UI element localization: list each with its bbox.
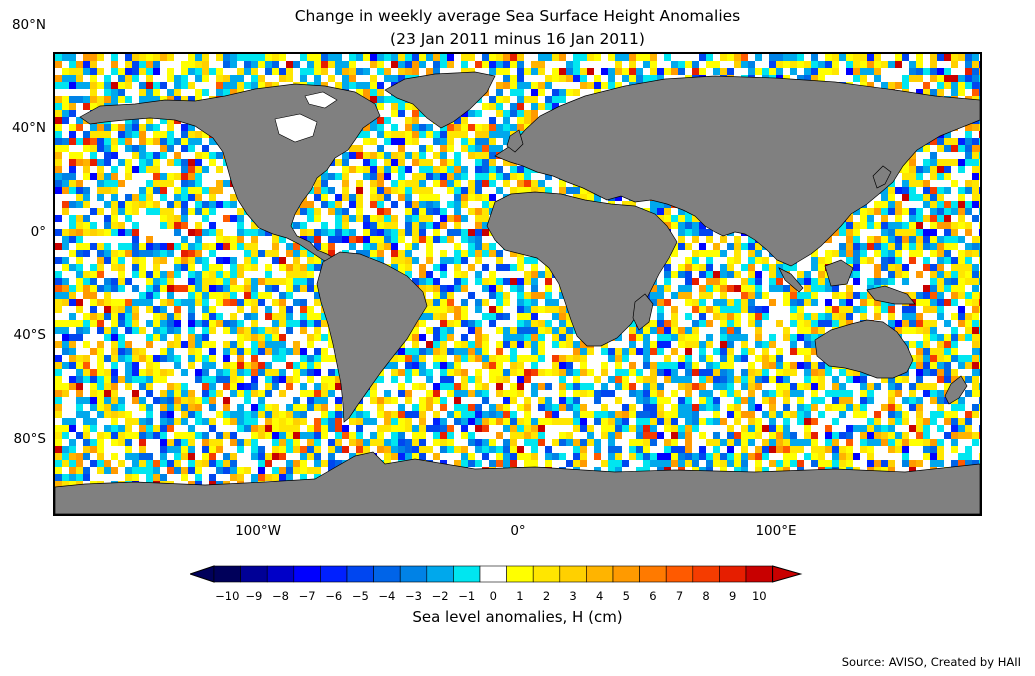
world-map bbox=[55, 54, 980, 514]
lat-label-40n: 40°N bbox=[11, 120, 46, 136]
colorbar-swatch bbox=[240, 565, 268, 583]
greenland bbox=[384, 71, 496, 129]
colorbar-tick-label: 10 bbox=[751, 589, 767, 603]
chart-subtitle: (23 Jan 2011 minus 16 Jan 2011) bbox=[390, 30, 645, 48]
south-america bbox=[316, 251, 428, 423]
colorbar-tick-label: −9 bbox=[245, 589, 263, 603]
lon-label-100e: 100°E bbox=[755, 523, 797, 539]
colorbar-swatch bbox=[692, 565, 720, 583]
colorbar-label: Sea level anomalies, H (cm) bbox=[412, 608, 623, 626]
colorbar-swatch bbox=[559, 565, 587, 583]
colorbar-tick-label: 3 bbox=[569, 589, 577, 603]
source-credit: Source: AVISO, Created by HAII bbox=[841, 655, 1021, 669]
colorbar-tick-label: −7 bbox=[298, 589, 316, 603]
colorbar-tick-label: 6 bbox=[649, 589, 657, 603]
colorbar-swatch bbox=[320, 565, 348, 583]
colorbar-swatch bbox=[453, 565, 481, 583]
british-isles bbox=[506, 129, 524, 153]
lon-label-0: 0° bbox=[510, 523, 526, 539]
colorbar-tick-label: 9 bbox=[729, 589, 737, 603]
colorbar-tick-label: −2 bbox=[431, 589, 449, 603]
colorbar-swatch bbox=[612, 565, 640, 583]
lat-label-40s: 40°S bbox=[13, 327, 47, 343]
lat-label-80s: 80°S bbox=[13, 431, 47, 447]
chart-title: Change in weekly average Sea Surface Hei… bbox=[294, 7, 741, 25]
lon-label-100w: 100°W bbox=[235, 523, 281, 539]
colorbar-swatch bbox=[399, 565, 428, 583]
colorbar-swatch bbox=[426, 565, 454, 583]
colorbar-swatch bbox=[266, 565, 295, 583]
colorbar-swatch bbox=[479, 565, 507, 583]
inland-water bbox=[274, 91, 338, 143]
colorbar-over-arrow bbox=[772, 565, 803, 583]
colorbar-tick-label: 4 bbox=[596, 589, 604, 603]
colorbar-swatch bbox=[293, 565, 321, 583]
map-frame bbox=[53, 52, 982, 516]
colorbar-tick-label: 0 bbox=[489, 589, 497, 603]
colorbar-under-arrow bbox=[190, 565, 215, 583]
colorbar-tick-label: −3 bbox=[405, 589, 422, 603]
new-zealand bbox=[944, 375, 968, 405]
borneo bbox=[824, 259, 854, 287]
colorbar-tick-label: −8 bbox=[272, 589, 289, 603]
lat-label-0: 0° bbox=[30, 224, 46, 240]
arctic-channels bbox=[304, 91, 338, 109]
colorbar-swatch bbox=[586, 565, 614, 583]
colorbar-swatch bbox=[213, 565, 241, 583]
colorbar-swatch bbox=[665, 565, 694, 583]
hudson-bay bbox=[274, 113, 318, 143]
antarctica bbox=[55, 451, 980, 514]
colorbar-tick-label: 1 bbox=[516, 589, 524, 603]
colorbar-swatch bbox=[506, 565, 534, 583]
eurasia bbox=[494, 75, 980, 267]
new-guinea bbox=[866, 285, 916, 305]
colorbar-tick-label: −5 bbox=[351, 589, 369, 603]
sumatra bbox=[778, 267, 804, 293]
colorbar-tick-label: 8 bbox=[702, 589, 710, 603]
colorbar-swatch bbox=[745, 565, 773, 583]
colorbar-swatch bbox=[346, 565, 374, 583]
africa bbox=[486, 191, 678, 347]
madagascar bbox=[632, 293, 654, 331]
colorbar-tick-label: 7 bbox=[675, 589, 684, 603]
colorbar-swatch bbox=[719, 565, 747, 583]
colorbar-swatch bbox=[532, 565, 561, 583]
colorbar-tick-label: −10 bbox=[215, 589, 240, 603]
lat-label-80n: 80°N bbox=[11, 17, 46, 33]
colorbar-swatch bbox=[639, 565, 667, 583]
colorbar-tick-label: −4 bbox=[378, 589, 396, 603]
colorbar-tick-label: 5 bbox=[622, 589, 630, 603]
japan bbox=[872, 165, 892, 189]
australia bbox=[814, 319, 914, 379]
colorbar-tick-label: 2 bbox=[542, 589, 551, 603]
colorbar-tick-label: −1 bbox=[458, 589, 476, 603]
colorbar-tick-label: −6 bbox=[325, 589, 343, 603]
colorbar bbox=[190, 565, 803, 583]
colorbar-swatch bbox=[373, 565, 401, 583]
